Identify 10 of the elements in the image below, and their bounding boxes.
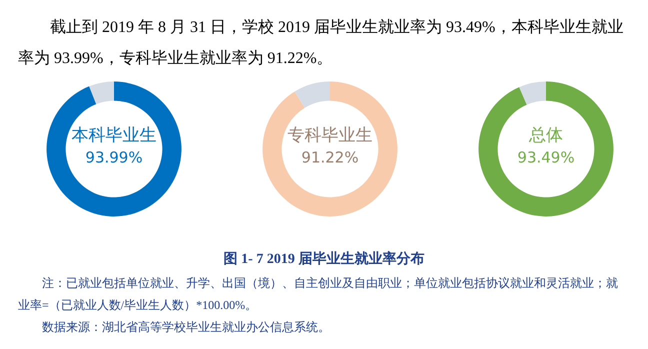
data-label: 93.49% (517, 148, 575, 166)
source-note: 数据来源：湖北省高等学校毕业生就业办公信息系统。 (41, 319, 331, 336)
data-label: 91.22% (301, 148, 359, 166)
text: 图 1- 7 2019 届毕业生就业率分布 (222, 250, 426, 268)
data-label: 93.99% (85, 148, 143, 166)
text: 截止到 2019 年 8 月 31 日，学校 2019 届毕业生就业率为 93.49%，本科毕业生就业率为 93.99%，专科毕业生就业率为 91.22%。 (18, 18, 624, 69)
text: 注：已就业包括单位就业、升学、出国（境）、自主创业及自由职业；单位就业包括协议就业和灵活就业；就业率=（已就业人数/毕业生人数）*100.00%。 (18, 275, 618, 314)
text: 总体 (528, 126, 563, 146)
text: 本科毕业生 (72, 126, 156, 146)
text: 专科毕业生 (288, 126, 372, 146)
